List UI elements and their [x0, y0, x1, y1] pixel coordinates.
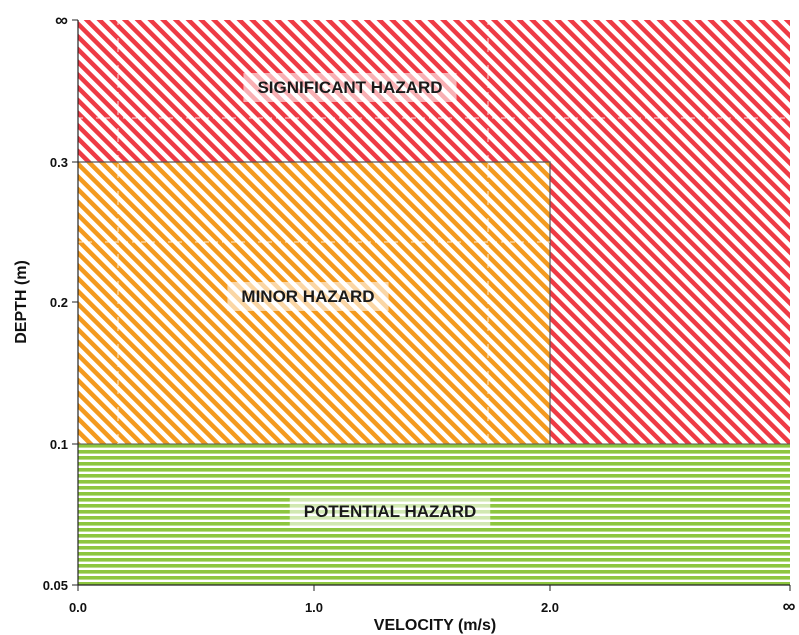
y-tick-label: 0.05	[43, 578, 68, 593]
y-tick-label: 0.2	[50, 295, 68, 310]
potential-hazard-label: POTENTIAL HAZARD	[304, 502, 477, 521]
dashed-guides	[78, 20, 790, 444]
potential-hazard-label-background	[289, 497, 491, 526]
x-tick-label: 0.0	[69, 600, 87, 615]
significant-hazard-label: SIGNIFICANT HAZARD	[257, 78, 442, 97]
x-ticks: 0.0 1.0 2.0 ∞	[69, 585, 796, 616]
x-tick-label: 2.0	[541, 600, 559, 615]
y-tick-label: 0.3	[50, 155, 68, 170]
x-tick-label: 1.0	[305, 600, 323, 615]
minor-hazard-label-background	[227, 282, 389, 311]
y-tick-label: ∞	[55, 10, 68, 30]
x-tick-label: ∞	[783, 596, 796, 616]
minor-hazard-boundary	[78, 161, 551, 444]
y-tick-label: 0.1	[50, 437, 68, 452]
y-axis-label: DEPTH (m)	[13, 260, 30, 344]
significant-hazard-label-background	[243, 73, 457, 102]
minor-hazard-label: MINOR HAZARD	[241, 287, 374, 306]
hazard-zones: SIGNIFICANT HAZARD MINOR HAZARD POTENTIAL …	[78, 20, 790, 585]
x-axis-label: VELOCITY (m/s)	[374, 617, 496, 634]
y-ticks: 0.05 0.1 0.2 0.3 ∞	[43, 10, 78, 593]
